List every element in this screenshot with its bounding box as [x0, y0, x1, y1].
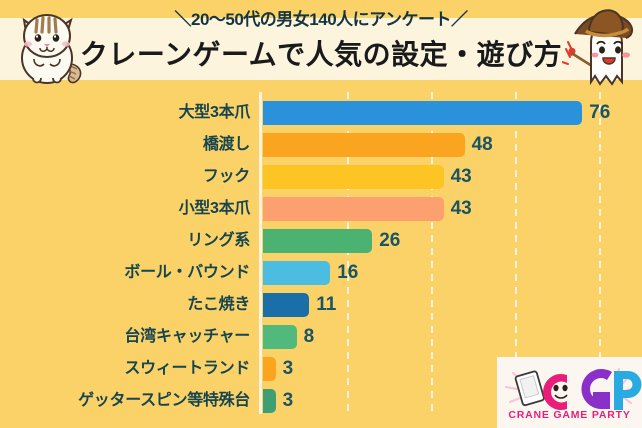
logo-letter-g — [581, 369, 612, 409]
category-label: 橋渡し — [202, 136, 250, 153]
category-label: リング系 — [187, 232, 250, 249]
header-subtitle: ＼20〜50代の男女140人にアンケート／ — [174, 10, 468, 29]
bar-value-label: 26 — [379, 230, 401, 251]
bar-value-label: 11 — [316, 294, 337, 315]
bar-value-label: 8 — [303, 326, 315, 347]
logo-tagline: CRANE GAME PARTY — [508, 409, 631, 421]
category-label: ゲッタースピン等特殊台 — [78, 392, 250, 409]
bar — [263, 261, 331, 285]
bar — [263, 389, 276, 413]
bar-value-label: 16 — [337, 262, 359, 283]
chart-row: フック 43 — [0, 161, 642, 193]
bar — [263, 133, 465, 157]
category-label: フック — [202, 168, 250, 185]
chart-row: 小型3本爪 43 — [0, 193, 642, 225]
cat-mascot-icon — [21, 14, 82, 84]
category-label: スウィートランド — [124, 360, 250, 377]
bar-value-label: 3 — [282, 390, 294, 411]
header: ＼20〜50代の男女140人にアンケート／ クレーンゲームで人気の設定・遊び方 — [0, 0, 642, 92]
bar-value-label: 3 — [282, 358, 294, 379]
gridline-20 — [347, 92, 349, 414]
chart-row: 橋渡し 48 — [0, 129, 642, 161]
logo-letter-p — [614, 371, 642, 410]
chart-row: 大型3本爪 76 — [0, 97, 642, 129]
bar — [263, 229, 373, 253]
bar — [263, 325, 297, 349]
category-label: たこ焼き — [187, 296, 250, 313]
cgp-logo-graphic — [504, 367, 642, 410]
category-label: 台湾キャッチャー — [124, 328, 251, 345]
category-label: 大型3本爪 — [178, 104, 251, 121]
bar — [263, 101, 583, 125]
gridline-60 — [515, 92, 517, 414]
chart-row: たこ焼き 11 — [0, 289, 642, 321]
chart-row: リング系 26 — [0, 225, 642, 257]
chart-row: ゲッタースピン等特殊台 3 — [0, 385, 642, 417]
bar-value-label: 43 — [450, 198, 472, 219]
bar-value-label: 43 — [450, 166, 472, 187]
gridline-40 — [431, 92, 433, 414]
bar-chart: 大型3本爪 76 橋渡し 48 フック 43 小型3本爪 43 リング系 26 ボール・バウンド 16… — [0, 92, 642, 428]
bar — [263, 197, 444, 221]
bar — [263, 293, 310, 317]
page-title: クレーンゲームで人気の設定・遊び方 — [79, 39, 563, 70]
chart-row: 台湾キャッチャー 8 — [0, 321, 642, 353]
bar-value-label: 76 — [589, 102, 611, 123]
chart-row: ボール・バウンド 16 — [0, 257, 642, 289]
gridline-80 — [599, 92, 601, 414]
header-band — [0, 18, 642, 80]
category-label: 小型3本爪 — [178, 200, 251, 217]
category-label: ボール・バウンド — [124, 264, 250, 281]
cgp-logo[interactable]: CRANE GAME PARTY — [497, 357, 642, 428]
ghost-witch-mascot-icon — [562, 9, 634, 86]
bar — [263, 165, 444, 189]
bar-value-label: 48 — [471, 134, 493, 155]
bar — [263, 357, 276, 381]
chart-row: スウィートランド 3 — [0, 353, 642, 385]
logo-letter-c — [543, 374, 567, 410]
chart-axis-line — [259, 92, 262, 414]
